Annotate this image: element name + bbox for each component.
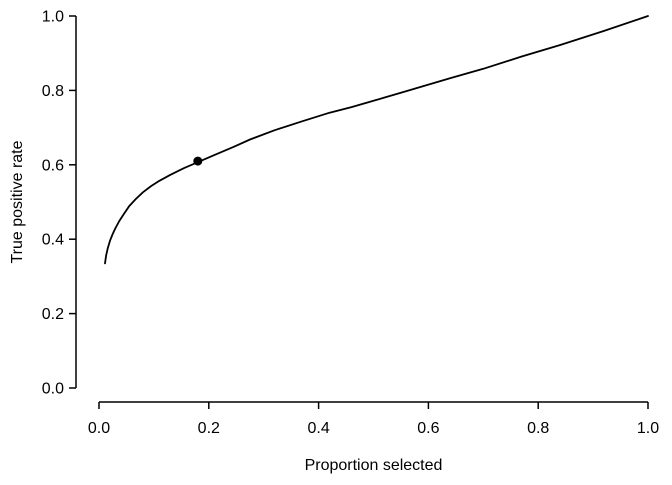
y-axis-title: True positive rate (9, 140, 26, 263)
x-axis-title: Proportion selected (305, 457, 443, 474)
marked-point-dot (193, 156, 203, 166)
x-tick-label: 0.8 (527, 420, 549, 437)
y-tick-label: 0.0 (42, 381, 64, 398)
axes-group: 0.0 0.2 0.4 0.6 0.8 1.0 0.0 0.2 0.4 0.6 0.8 1.0 (42, 9, 659, 438)
x-tick-label: 0.0 (88, 420, 110, 437)
x-tick-label: 0.6 (417, 420, 439, 437)
x-tick-label: 0.2 (198, 420, 220, 437)
y-tick-label: 0.8 (42, 83, 64, 100)
y-tick-label: 1.0 (42, 9, 64, 26)
gain-curve-line (104, 15, 649, 265)
y-tick-label: 0.6 (42, 157, 64, 174)
y-tick-label: 0.4 (42, 232, 64, 249)
y-tick-label: 0.2 (42, 306, 64, 323)
x-tick-label: 0.4 (307, 420, 329, 437)
x-tick-label: 1.0 (637, 420, 659, 437)
